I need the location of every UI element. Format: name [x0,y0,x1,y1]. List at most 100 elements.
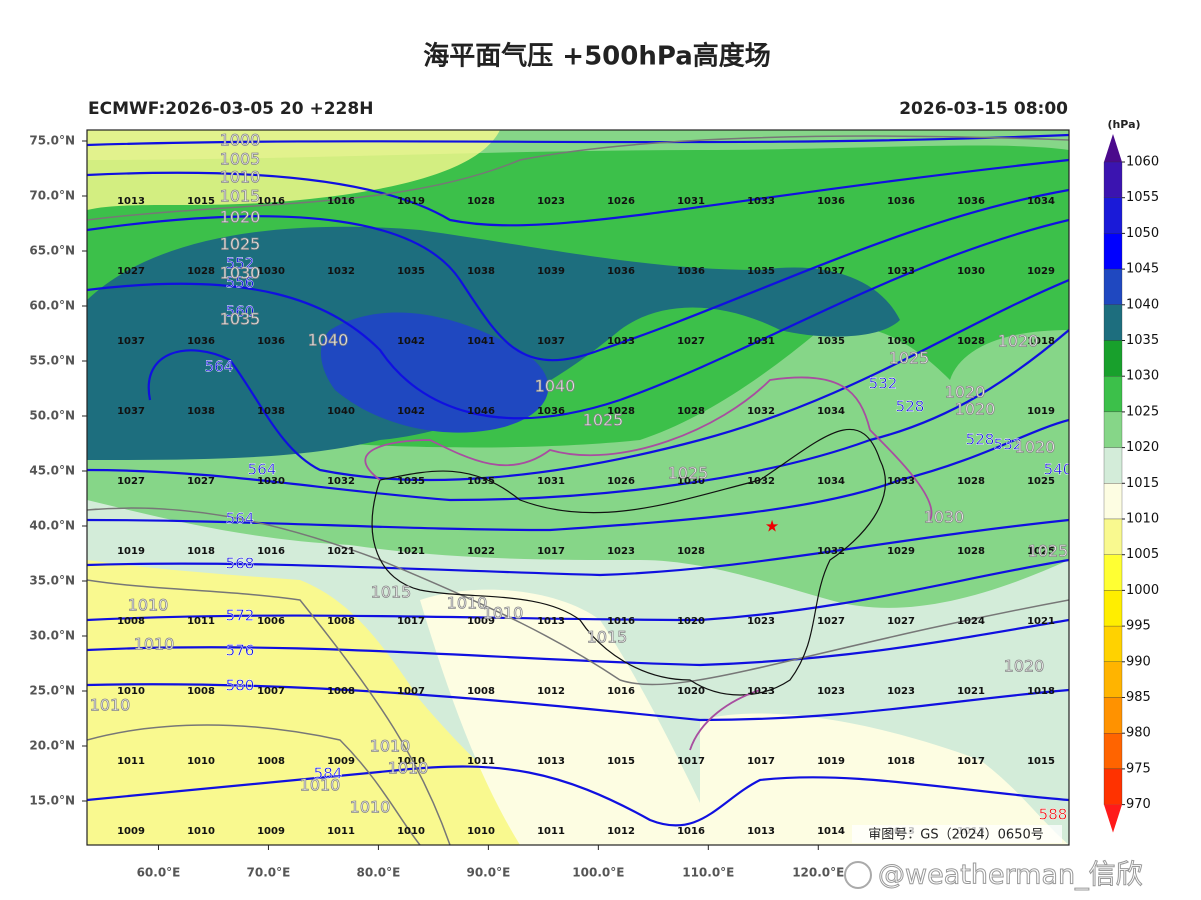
pressure-value: 1028 [957,476,985,487]
isobar-label: 1010 [220,168,261,187]
pressure-value: 1021 [957,686,985,697]
pressure-value: 1028 [677,546,705,557]
pressure-value: 1033 [887,266,915,277]
pressure-value: 1010 [467,826,495,837]
pressure-value: 1019 [1027,406,1055,417]
pressure-value: 1031 [747,336,775,347]
pressure-value: 1026 [607,196,635,207]
pressure-value: 1009 [257,826,285,837]
pressure-value: 1030 [957,266,985,277]
isobar-label: 1030 [220,264,261,283]
x-tick-label: 120.0°E [792,866,844,880]
pressure-value: 1030 [257,266,285,277]
pressure-value: 1010 [117,686,145,697]
pressure-value: 1017 [747,756,775,767]
pressure-value: 1013 [117,196,145,207]
pressure-value: 1020 [677,616,705,627]
pressure-value: 1015 [1027,756,1055,767]
pressure-value: 1035 [397,476,425,487]
y-tick-label: 55.0°N [29,354,75,368]
isobar-label: 1025 [668,464,709,483]
pressure-value: 1016 [677,826,705,837]
pressure-value: 1035 [817,336,845,347]
pressure-value: 1018 [1027,686,1055,697]
pressure-value: 1006 [257,616,285,627]
axes: 60.0°E 70.0°E 80.0°E 90.0°E 100.0°E 110.0°E 12… [29,134,844,880]
pressure-value: 1017 [537,546,565,557]
pressure-value: 1031 [677,196,705,207]
pressure-value: 1008 [467,686,495,697]
pressure-value: 1009 [467,616,495,627]
colorbar-label: 1040 [1126,297,1159,312]
colorbar-label: 1045 [1126,262,1159,277]
pressure-value: 1039 [537,266,565,277]
run-info: ECMWF:2026-03-05 20 +228H [88,99,373,119]
colorbar-box [1103,590,1123,627]
isobar-label: 1010 [370,737,411,756]
pressure-value: 1012 [607,826,635,837]
pressure-value: 1010 [397,756,425,767]
pressure-value: 1030 [887,336,915,347]
colorbar-box [1103,233,1123,270]
pressure-value: 1015 [607,756,635,767]
beijing-star: ★ [765,517,779,536]
colorbar-box [1103,268,1123,305]
pressure-value: 1019 [117,546,145,557]
watermark: @weatherman_信欣 [878,860,1143,891]
pressure-value: 1034 [817,476,845,487]
isobar-label: 1020 [955,400,996,419]
pressure-value: 1017 [677,756,705,767]
pressure-value: 1020 [677,686,705,697]
pressure-value: 1008 [327,686,355,697]
colorbar-label: 980 [1126,726,1151,741]
height-label: 532 [994,436,1023,454]
height-label: 560 [226,303,255,321]
pressure-value: 1021 [397,546,425,557]
colorbar-box [1103,768,1123,805]
pressure-value: 1027 [117,476,145,487]
colorbar-label: 995 [1126,619,1151,634]
colorbar-arrow-top [1104,134,1122,162]
pressure-value: 1013 [537,616,565,627]
pressure-value: 1025 [1027,546,1055,557]
isobar-label: 1020 [220,208,261,227]
y-tick-label: 20.0°N [29,739,75,753]
colorbar-box [1103,376,1123,413]
pressure-value: 1028 [957,336,985,347]
pressure-value: 1016 [327,196,355,207]
height-label: 528 [896,398,925,416]
isobar-label: 1010 [447,594,488,613]
height-label: 552 [226,255,255,273]
isobar-label: 1010 [388,759,429,778]
pressure-value: 1038 [257,406,285,417]
colorbar-label: 1035 [1126,333,1159,348]
pressure-value: 1027 [817,616,845,627]
height-contours [87,133,1069,827]
isobar-label: 1030 [924,508,965,527]
isobar-label: 1010 [90,696,131,715]
pressure-value: 1016 [257,546,285,557]
pressure-value: 1041 [467,336,495,347]
x-tick-label: 70.0°E [247,866,291,880]
pressure-value: 1035 [397,266,425,277]
pressure-value: 1011 [117,756,145,767]
pressure-value: 1023 [537,196,565,207]
colorbar-label: 1055 [1126,190,1159,205]
pressure-value: 1018 [187,546,215,557]
pressure-value: 1012 [537,686,565,697]
pressure-value: 1031 [537,476,565,487]
pressure-value: 1017 [397,616,425,627]
colorbar-box [1103,661,1123,698]
x-tick-label: 90.0°E [466,866,510,880]
pressure-value: 1011 [327,826,355,837]
pressure-value: 1042 [397,336,425,347]
pressure-value: 1028 [957,546,985,557]
colorbar-label: 1060 [1126,155,1159,170]
isobar-label: 1010 [300,776,341,795]
pressure-value: 1030 [257,476,285,487]
pressure-value: 1035 [747,266,775,277]
colorbar-label: 1015 [1126,476,1159,491]
pressure-value: 1023 [747,616,775,627]
pressure-value: 1029 [887,546,915,557]
pressure-value: 1036 [817,196,845,207]
